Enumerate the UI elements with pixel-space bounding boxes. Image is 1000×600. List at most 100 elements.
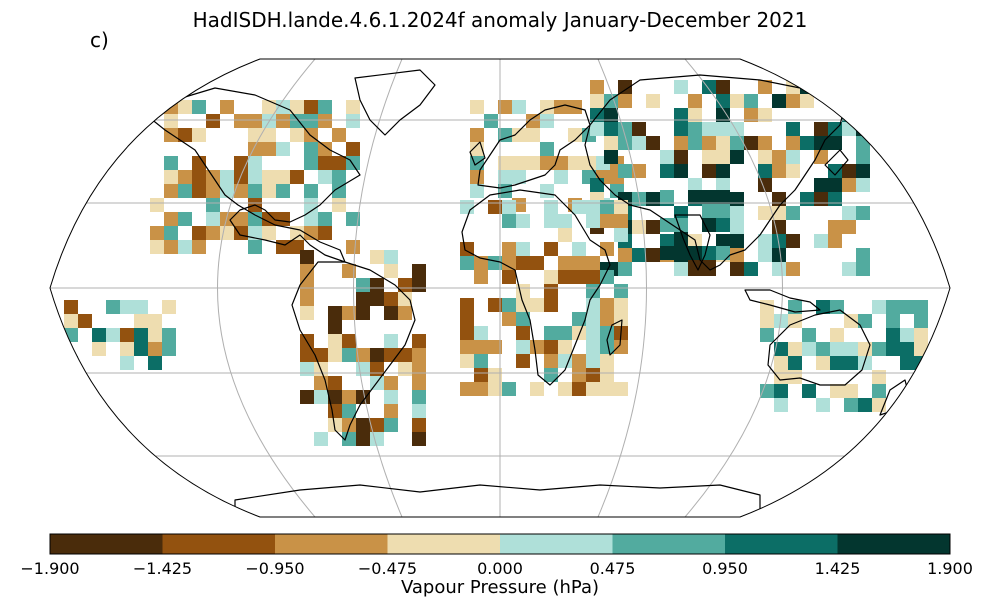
grid-cell <box>568 156 582 170</box>
grid-cell <box>830 384 844 398</box>
grid-cell <box>276 184 290 198</box>
colorbar-tick: −0.475 <box>357 559 418 578</box>
grid-cell <box>318 212 332 226</box>
grid-cell <box>786 122 800 136</box>
grid-cell <box>498 128 512 142</box>
grid-cell <box>474 270 488 284</box>
grid-cell <box>716 164 730 178</box>
grid-cell <box>502 270 516 284</box>
grid-cell <box>586 256 600 270</box>
grid-cell <box>474 354 488 368</box>
grid-cell <box>220 100 234 114</box>
grid-cell <box>356 390 370 404</box>
grid-cell <box>234 114 248 128</box>
grid-cell <box>800 94 814 108</box>
grid-cell <box>646 136 660 150</box>
grid-cell <box>498 156 512 170</box>
grid-cell <box>370 292 384 306</box>
grid-cell <box>356 418 370 432</box>
grid-cell <box>618 248 632 262</box>
grid-cell <box>460 312 474 326</box>
grid-cell <box>688 178 702 192</box>
grid-cell <box>716 190 730 204</box>
grid-cell <box>412 264 426 278</box>
grid-cell <box>384 404 398 418</box>
grid-cell <box>412 390 426 404</box>
grid-cell <box>150 198 164 212</box>
grid-cell <box>276 114 290 128</box>
coast-greenland <box>354 69 436 136</box>
grid-cell <box>474 340 488 354</box>
grid-cell <box>600 340 614 354</box>
grid-cell <box>248 184 262 198</box>
grid-cell <box>900 342 914 356</box>
grid-cell <box>502 382 516 396</box>
grid-cell <box>314 390 328 404</box>
grid-cell <box>512 156 526 170</box>
grid-cell <box>600 368 614 382</box>
grid-cell <box>558 326 572 340</box>
grid-cell <box>554 100 568 114</box>
grid-cell <box>674 136 688 150</box>
grid-cell <box>220 184 234 198</box>
grid-cell <box>346 142 360 156</box>
colorbar-segment <box>725 534 838 554</box>
grid-cell <box>150 226 164 240</box>
grid-cell <box>502 312 516 326</box>
grid-cell <box>744 108 758 122</box>
grid-cell <box>332 128 346 142</box>
grid-cell <box>356 292 370 306</box>
grid-cell <box>544 326 558 340</box>
grid-cell <box>586 354 600 368</box>
grid-cell <box>384 306 398 320</box>
grid-cell <box>900 328 914 342</box>
grid-cell <box>192 100 206 114</box>
grid-cell <box>730 262 744 276</box>
grid-cell <box>356 306 370 320</box>
grid-cell <box>384 418 398 432</box>
grid-cell <box>702 80 716 94</box>
grid-cell <box>412 404 426 418</box>
grid-cell <box>760 328 774 342</box>
grid-cell <box>600 312 614 326</box>
grid-cell <box>516 214 530 228</box>
grid-cell <box>262 226 276 240</box>
grid-cell <box>844 398 858 412</box>
grid-cell <box>206 198 220 212</box>
grid-cell <box>614 298 628 312</box>
grid-cell <box>774 356 788 370</box>
grid-cell <box>646 220 660 234</box>
grid-cell <box>502 298 516 312</box>
grid-cell <box>688 246 702 260</box>
grid-cell <box>262 170 276 184</box>
grid-cell <box>844 314 858 328</box>
grid-cell <box>618 164 632 178</box>
grid-cell <box>384 250 398 264</box>
grid-cell <box>604 150 618 164</box>
grid-cell <box>716 108 730 122</box>
grid-cell <box>512 170 526 184</box>
grid-cell <box>470 170 484 184</box>
grid-cell <box>618 80 632 94</box>
grid-cell <box>590 122 604 136</box>
grid-cell <box>148 328 162 342</box>
grid-cell <box>544 354 558 368</box>
coast-madagascar <box>606 319 623 356</box>
grid-cell <box>558 270 572 284</box>
grid-cell <box>758 80 772 94</box>
grid-cell <box>802 384 816 398</box>
grid-cell <box>192 240 206 254</box>
grid-cell <box>164 184 178 198</box>
grid-cell <box>470 100 484 114</box>
grid-cell <box>558 214 572 228</box>
coast-north-america <box>149 87 361 263</box>
grid-cell <box>384 264 398 278</box>
globe-outline <box>49 58 951 518</box>
grid-cell <box>772 248 786 262</box>
grid-cell <box>786 262 800 276</box>
grid-cell <box>342 404 356 418</box>
grid-cell <box>484 114 498 128</box>
grid-cell <box>900 300 914 314</box>
grid-cell <box>470 184 484 198</box>
coast-south-america <box>291 261 416 441</box>
